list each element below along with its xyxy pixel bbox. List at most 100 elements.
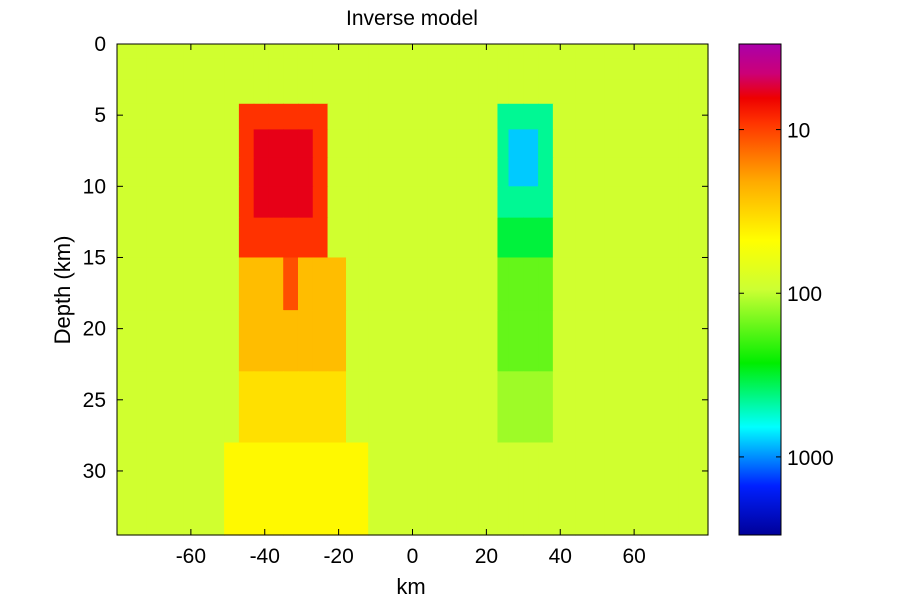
- heatmap-cell: [117, 310, 148, 372]
- heatmap-cell: [368, 103, 399, 130]
- heatmap-cell: [575, 129, 606, 159]
- heatmap-cell: [117, 257, 148, 311]
- heatmap-cell: [604, 103, 643, 130]
- heatmap-plot-area: [117, 44, 709, 536]
- heatmap-cell: [224, 371, 240, 444]
- heatmap-cell: [508, 310, 524, 372]
- y-tick-label: 10: [83, 175, 106, 198]
- heatmap-cell: [523, 257, 539, 311]
- heatmap-cell: [283, 217, 299, 259]
- heatmap-cell: [427, 310, 458, 372]
- heatmap-cell: [523, 44, 539, 59]
- heatmap-cell: [456, 58, 480, 81]
- heatmap-cell: [117, 371, 148, 444]
- heatmap-cell: [678, 58, 709, 81]
- x-tick-label: -20: [323, 545, 353, 568]
- y-tick-label: 20: [83, 318, 106, 341]
- y-tick-label: 5: [94, 104, 106, 127]
- heatmap-cell: [427, 103, 458, 130]
- heatmap-cell: [312, 58, 329, 81]
- heatmap-cell: [253, 310, 270, 372]
- heatmap-cell: [327, 217, 347, 259]
- heatmap-cell: [224, 58, 240, 81]
- heatmap-cell: [497, 103, 510, 130]
- heatmap-cell: [183, 157, 225, 187]
- heatmap-cell: [427, 44, 458, 59]
- heatmap-cell: [297, 79, 314, 105]
- heatmap-cell: [283, 157, 299, 187]
- heatmap-cell: [604, 79, 643, 105]
- heatmap-cell: [641, 186, 680, 219]
- heatmap-cell: [497, 58, 510, 81]
- heatmap-cell: [238, 129, 255, 159]
- heatmap-cell: [146, 44, 185, 59]
- heatmap-cell: [346, 58, 369, 81]
- heatmap-cell: [523, 186, 539, 219]
- heatmap-cell: [297, 217, 314, 259]
- heatmap-cell: [117, 186, 148, 219]
- heatmap-cell: [312, 310, 329, 372]
- heatmap-cell: [604, 442, 643, 536]
- heatmap-cell: [327, 442, 347, 536]
- heatmap-cell: [268, 371, 284, 444]
- heatmap-cell: [238, 371, 255, 444]
- heatmap-cell: [268, 257, 284, 311]
- heatmap-cell: [253, 217, 270, 259]
- heatmap-cell: [575, 103, 606, 130]
- heatmap-cell: [397, 257, 428, 311]
- heatmap-cell: [368, 79, 399, 105]
- heatmap-cell: [497, 79, 510, 105]
- heatmap-cell: [497, 129, 510, 159]
- heatmap-cell: [253, 157, 270, 187]
- heatmap-cell: [538, 257, 554, 311]
- heatmap-cell: [508, 129, 524, 159]
- x-tick-label: 20: [475, 545, 498, 568]
- heatmap-cell: [224, 186, 240, 219]
- heatmap-cell: [397, 217, 428, 259]
- heatmap-cell: [508, 79, 524, 105]
- heatmap-cell: [604, 217, 643, 259]
- heatmap-cell: [327, 44, 347, 59]
- heatmap-cell: [508, 217, 524, 259]
- heatmap-cell: [508, 103, 524, 130]
- heatmap-cell: [523, 371, 539, 444]
- heatmap-cell: [117, 79, 148, 105]
- heatmap-cell: [346, 103, 369, 130]
- heatmap-cell: [538, 79, 554, 105]
- heatmap-cell: [146, 58, 185, 81]
- heatmap-cell: [552, 310, 576, 372]
- heatmap-cell: [283, 129, 299, 159]
- heatmap-cell: [397, 371, 428, 444]
- heatmap-cell: [268, 79, 284, 105]
- heatmap-cell: [397, 186, 428, 219]
- heatmap-cell: [224, 44, 240, 59]
- y-tick-label: 25: [83, 389, 106, 412]
- heatmap-cell: [327, 103, 347, 130]
- heatmap-cell: [368, 44, 399, 59]
- heatmap-cell: [346, 217, 369, 259]
- heatmap-cell: [678, 442, 709, 536]
- heatmap-cell: [312, 157, 329, 187]
- x-tick-label: 60: [622, 545, 645, 568]
- heatmap-cell: [238, 442, 255, 536]
- heatmap-cell: [497, 157, 510, 187]
- heatmap-cell: [327, 257, 347, 311]
- heatmap-cell: [552, 217, 576, 259]
- heatmap-cell: [297, 44, 314, 59]
- heatmap-cell: [456, 186, 480, 219]
- heatmap-cell: [497, 186, 510, 219]
- heatmap-cell: [497, 217, 510, 259]
- heatmap-cell: [523, 79, 539, 105]
- heatmap-cell: [478, 103, 499, 130]
- heatmap-cell: [523, 217, 539, 259]
- heatmap-cell: [224, 442, 240, 536]
- heatmap-cell: [552, 103, 576, 130]
- heatmap-cell: [146, 103, 185, 130]
- heatmap-cell: [538, 217, 554, 259]
- heatmap-cell: [346, 310, 369, 372]
- heatmap-cell: [604, 44, 643, 59]
- heatmap-cell: [575, 157, 606, 187]
- heatmap-cell: [427, 442, 458, 536]
- heatmap-cell: [508, 442, 524, 536]
